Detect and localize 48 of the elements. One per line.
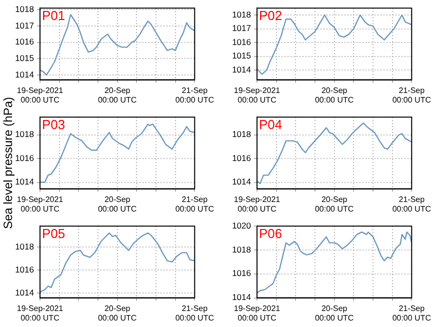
chart-title: P04 (259, 117, 282, 132)
x-tick-label: 19-Sep-2021 00:00 UTC (16, 194, 64, 214)
x-tick-label: 20-Sep 00:00 UTC (314, 304, 354, 322)
x-tick-label: 21-Sep 00:00 UTC (175, 86, 214, 104)
y-tick-label: 1014 (15, 176, 34, 187)
y-tick-label: 1016 (15, 152, 34, 163)
x-tick-label: 19-Sep-2021 00:00 UTC (16, 86, 64, 104)
x-tick-label: 20-Sep 00:00 UTC (314, 194, 354, 214)
chart-title: P06 (259, 226, 282, 242)
y-tick-label: 1017 (15, 20, 34, 30)
y-tick-label: 1014 (232, 64, 252, 74)
x-tick-label: 21-Sep 00:00 UTC (392, 304, 432, 322)
x-tick-label: 21-Sep 00:00 UTC (392, 86, 432, 104)
y-tick-label: 1018 (232, 129, 252, 140)
x-tick-label: 19-Sep-2021 00:00 UTC (234, 86, 281, 104)
x-tick-label: 21-Sep 00:00 UTC (392, 194, 432, 214)
y-tick-label: 1014 (15, 288, 34, 298)
y-tick-label: 1016 (232, 36, 252, 47)
y-tick-label: 1016 (15, 264, 34, 274)
chart-title: P02 (259, 8, 282, 24)
x-tick-label: 20-Sep 00:00 UTC (98, 194, 137, 214)
y-tick-label: 1014 (232, 176, 252, 187)
y-tick-label: 1020 (232, 220, 252, 230)
y-tick-label: 1018 (232, 244, 252, 254)
x-tick-label: 20-Sep 00:00 UTC (98, 304, 137, 322)
y-tick-label: 1015 (232, 50, 252, 61)
y-tick-label: 1014 (232, 292, 252, 302)
x-tick-label: 20-Sep 00:00 UTC (98, 86, 137, 104)
y-tick-label: 1018 (15, 4, 34, 14)
y-tick-label: 1016 (232, 152, 252, 163)
x-tick-label: 19-Sep-2021 00:00 UTC (234, 194, 281, 214)
y-axis-title: Sea level pressure (hPa) (1, 96, 15, 230)
y-tick-label: 1017 (232, 23, 252, 34)
y-tick-label: 1016 (15, 36, 34, 47)
y-tick-label: 1018 (15, 129, 34, 140)
y-tick-label: 1015 (15, 52, 34, 63)
chart-title: P03 (42, 117, 66, 132)
chart-title: P01 (42, 8, 66, 24)
x-tick-label: 21-Sep 00:00 UTC (175, 304, 214, 322)
x-tick-label: 21-Sep 00:00 UTC (175, 194, 214, 214)
chart-title: P05 (42, 226, 66, 242)
y-tick-label: 1018 (232, 9, 252, 20)
x-tick-label: 19-Sep-2021 00:00 UTC (234, 304, 281, 322)
y-tick-label: 1014 (15, 69, 34, 80)
x-tick-label: 20-Sep 00:00 UTC (314, 86, 354, 104)
x-tick-label: 19-Sep-2021 00:00 UTC (16, 304, 64, 322)
y-tick-label: 1016 (232, 268, 252, 278)
y-tick-label: 1018 (15, 241, 34, 252)
